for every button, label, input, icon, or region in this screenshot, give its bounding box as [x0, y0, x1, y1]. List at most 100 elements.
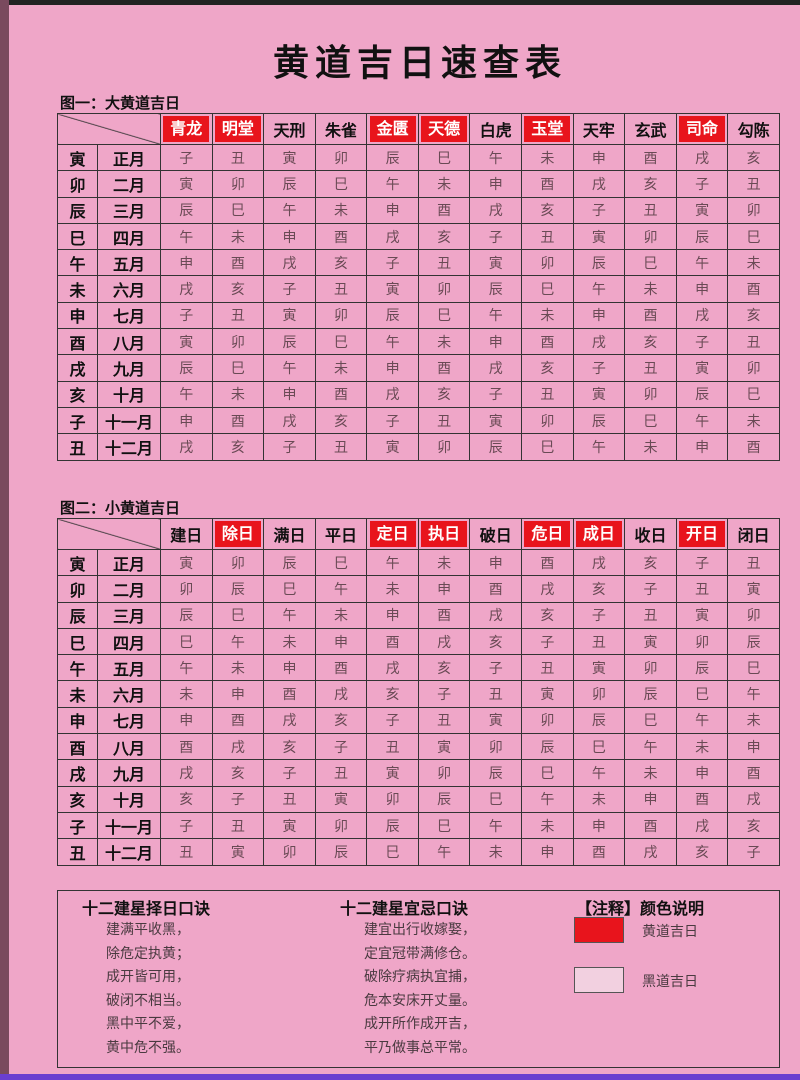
header-label: 满日 — [273, 526, 306, 545]
day-branch-cell: 丑 — [417, 249, 471, 277]
day-branch-cell: 午 — [263, 354, 316, 382]
day-branch-cell: 辰 — [263, 548, 316, 577]
day-branch-cell: 子 — [675, 328, 729, 356]
table-row: 子十一月申酉戌亥子丑寅卯辰巳午未 — [57, 406, 780, 435]
verse-line: 破闭不相当。 — [106, 992, 190, 1009]
branch-cell: 酉 — [57, 328, 98, 356]
day-branch-cell: 戌 — [469, 354, 523, 382]
day-branch-cell: 卯 — [366, 785, 419, 813]
verse-title: 十二建星宜忌口诀 — [340, 899, 469, 918]
day-branch-cell: 午 — [366, 328, 419, 356]
month-cell: 十二月 — [97, 433, 161, 461]
day-branch-cell: 卯 — [211, 548, 265, 577]
day-branch-cell: 巳 — [572, 733, 626, 761]
day-branch-cell: 亥 — [366, 680, 419, 708]
table-row: 丑十二月戌亥子丑寅卯辰巳午未申酉 — [57, 433, 780, 461]
day-branch-cell: 戌 — [211, 733, 265, 761]
table-row: 亥十月午未申酉戌亥子丑寅卯辰巳 — [57, 380, 780, 408]
day-branch-cell: 巳 — [469, 785, 523, 813]
day-branch-cell: 未 — [417, 548, 471, 577]
table-row: 午五月申酉戌亥子丑寅卯辰巳午未 — [57, 249, 780, 277]
bottom-bar — [0, 1074, 800, 1080]
day-branch-cell: 午 — [675, 406, 729, 435]
day-branch-cell: 申 — [160, 706, 213, 735]
branch-cell: 巳 — [57, 627, 98, 656]
day-branch-cell: 寅 — [572, 654, 626, 682]
column-header: 玄武 — [624, 113, 677, 145]
day-branch-cell: 丑 — [469, 680, 523, 708]
month-cell: 四月 — [97, 222, 161, 251]
branch-cell: 亥 — [57, 380, 98, 408]
table-row: 卯二月寅卯辰巳午未申酉戌亥子丑 — [57, 170, 780, 198]
day-branch-cell: 酉 — [675, 785, 729, 813]
day-branch-cell: 辰 — [675, 654, 729, 682]
day-branch-cell: 辰 — [521, 733, 574, 761]
day-branch-cell: 子 — [263, 433, 316, 461]
day-branch-cell: 寅 — [624, 627, 677, 656]
day-branch-cell: 申 — [263, 380, 316, 408]
day-branch-cell: 酉 — [469, 575, 523, 603]
verse-line: 破除疗病执宜捕， — [364, 969, 476, 985]
day-branch-cell: 丑 — [624, 354, 677, 382]
day-branch-cell: 戌 — [263, 706, 316, 735]
column-header: 执日 — [417, 518, 471, 550]
branch-cell: 卯 — [57, 575, 98, 603]
day-branch-cell: 酉 — [521, 548, 574, 577]
day-branch-cell: 卯 — [727, 601, 780, 629]
day-branch-cell: 卯 — [624, 654, 677, 682]
day-branch-cell: 午 — [469, 301, 523, 330]
day-branch-cell: 未 — [366, 575, 419, 603]
day-branch-cell: 子 — [366, 706, 419, 735]
day-branch-cell: 酉 — [624, 143, 677, 172]
day-branch-cell: 未 — [727, 706, 780, 735]
table-row: 戌九月辰巳午未申酉戌亥子丑寅卯 — [57, 354, 780, 382]
table-row: 子十一月子丑寅卯辰巳午未申酉戌亥 — [57, 811, 780, 840]
day-branch-cell: 丑 — [572, 627, 626, 656]
column-header: 勾陈 — [727, 113, 780, 145]
day-branch-cell: 酉 — [314, 222, 368, 251]
branch-cell: 戌 — [57, 759, 98, 787]
day-branch-cell: 戌 — [572, 170, 626, 198]
column-header: 成日 — [572, 518, 626, 550]
day-branch-cell: 未 — [211, 222, 265, 251]
day-branch-cell: 辰 — [675, 380, 729, 408]
day-branch-cell: 丑 — [521, 222, 574, 251]
day-branch-cell: 酉 — [521, 170, 574, 198]
day-branch-cell: 午 — [572, 759, 626, 787]
day-branch-cell: 卯 — [314, 143, 368, 172]
verse-line: 建宜出行收嫁娶， — [364, 922, 476, 938]
day-branch-cell: 子 — [366, 406, 419, 435]
day-branch-cell: 丑 — [727, 548, 780, 577]
day-branch-cell: 辰 — [314, 838, 368, 866]
column-header: 开日 — [675, 518, 729, 550]
highlighted-header: 除日 — [214, 521, 261, 547]
day-branch-cell: 巳 — [417, 811, 471, 840]
day-branch-cell: 卯 — [624, 222, 677, 251]
day-branch-cell: 子 — [160, 301, 213, 330]
day-branch-cell: 酉 — [727, 759, 780, 787]
table-small-auspicious: 建日 除日 满日 平日 定日 执日 破日 危日 成日 收日 开日 闭日寅正月寅卯辰巳午未申酉戌亥子丑卯… — [57, 518, 780, 866]
day-branch-cell: 卯 — [314, 811, 368, 840]
day-branch-cell: 子 — [469, 222, 523, 251]
month-cell: 正月 — [97, 143, 161, 172]
day-branch-cell: 子 — [624, 575, 677, 603]
legend: 【注释】颜色说明 — [576, 895, 704, 919]
highlighted-header: 成日 — [575, 521, 622, 547]
branch-cell: 午 — [57, 249, 98, 277]
column-header: 建日 — [160, 518, 213, 550]
day-branch-cell: 巳 — [624, 249, 677, 277]
highlighted-header: 玉堂 — [524, 116, 571, 142]
day-branch-cell: 酉 — [521, 328, 574, 356]
day-branch-cell: 未 — [624, 275, 677, 303]
table-row: 申七月子丑寅卯辰巳午未申酉戌亥 — [57, 301, 780, 330]
day-branch-cell: 午 — [160, 380, 213, 408]
day-branch-cell: 未 — [417, 328, 471, 356]
day-branch-cell: 丑 — [314, 433, 368, 461]
month-cell: 五月 — [97, 654, 161, 682]
day-branch-cell: 亥 — [624, 328, 677, 356]
branch-cell: 丑 — [57, 433, 98, 461]
column-header: 玉堂 — [521, 113, 574, 145]
month-cell: 七月 — [97, 706, 161, 735]
month-cell: 八月 — [97, 328, 161, 356]
table-row: 卯二月卯辰巳午未申酉戌亥子丑寅 — [57, 575, 780, 603]
